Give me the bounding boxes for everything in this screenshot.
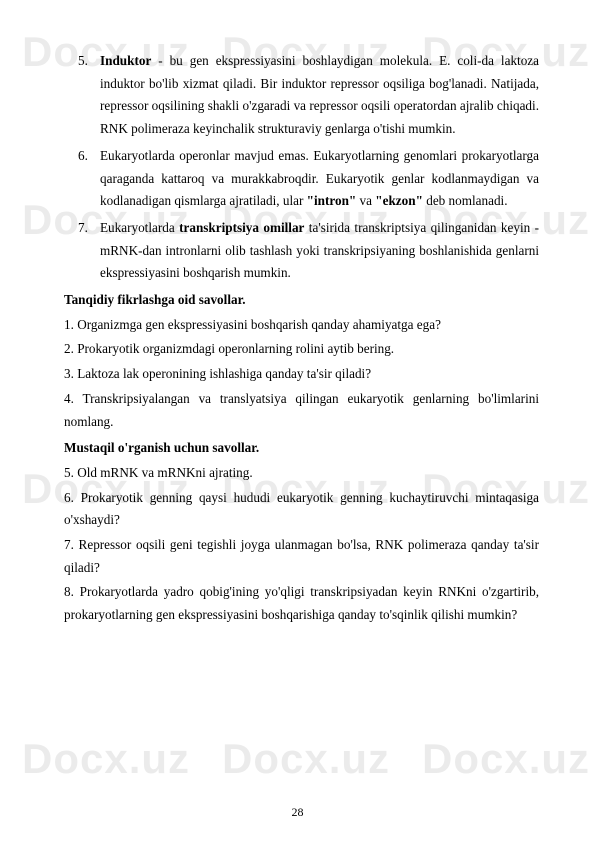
item-7-pre: Eukaryotlarda	[100, 220, 179, 235]
question-4: 4. Transkripsiyalangan va translyatsiya …	[64, 388, 539, 433]
item-5-body: - bu gen ekspressiyasini boshlaydigan mo…	[100, 53, 539, 136]
watermark: Docx.uz	[22, 735, 190, 783]
period: .	[242, 292, 245, 307]
watermark: Docx.uz	[222, 735, 390, 783]
term-intron: "intron"	[307, 193, 357, 208]
question-7: 7. Repressor oqsili geni tegishli joyga …	[64, 534, 539, 579]
item-6-mid: va	[356, 193, 375, 208]
question-6: 6. Prokaryotik genning qaysi hududi euka…	[64, 487, 539, 532]
item-number: 5.	[78, 50, 88, 73]
term-induktor: Induktor	[100, 53, 151, 68]
list-item-7: 7. Eukaryotlarda transkriptsiya omillar …	[100, 217, 539, 285]
section-a-title-text: Tanqidiy fikrlashga oid savollar	[64, 292, 242, 307]
page-content: 5. Induktor - bu gen ekspressiyasini bos…	[64, 50, 539, 629]
term-transkriptsiya: transkriptsiya omillar	[179, 220, 304, 235]
item-6-post: deb nomlanadi.	[423, 193, 508, 208]
question-2: 2. Prokaryotik organizmdagi operonlarnin…	[64, 338, 539, 361]
page-number: 28	[0, 805, 595, 820]
list-item-6: 6. Eukaryotlarda operonlar mavjud emas. …	[100, 145, 539, 213]
section-title-critical: Tanqidiy fikrlashga oid savollar.	[64, 289, 539, 312]
question-8: 8. Prokaryotlarda yadro qobig'ining yo'q…	[64, 581, 539, 626]
question-3: 3. Laktoza lak operonining ishlashiga qa…	[64, 363, 539, 386]
term-ekzon: "ekzon"	[375, 193, 423, 208]
watermark: Docx.uz	[422, 735, 590, 783]
section-title-independent: Mustaqil o'rganish uchun savollar.	[64, 437, 539, 460]
question-1: 1. Organizmga gen ekspressiyasini boshqa…	[64, 314, 539, 337]
item-number: 6.	[78, 145, 88, 168]
item-number: 7.	[78, 217, 88, 240]
question-5: 5. Old mRNK va mRNKni ajrating.	[64, 462, 539, 485]
list-item-5: 5. Induktor - bu gen ekspressiyasini bos…	[100, 50, 539, 141]
